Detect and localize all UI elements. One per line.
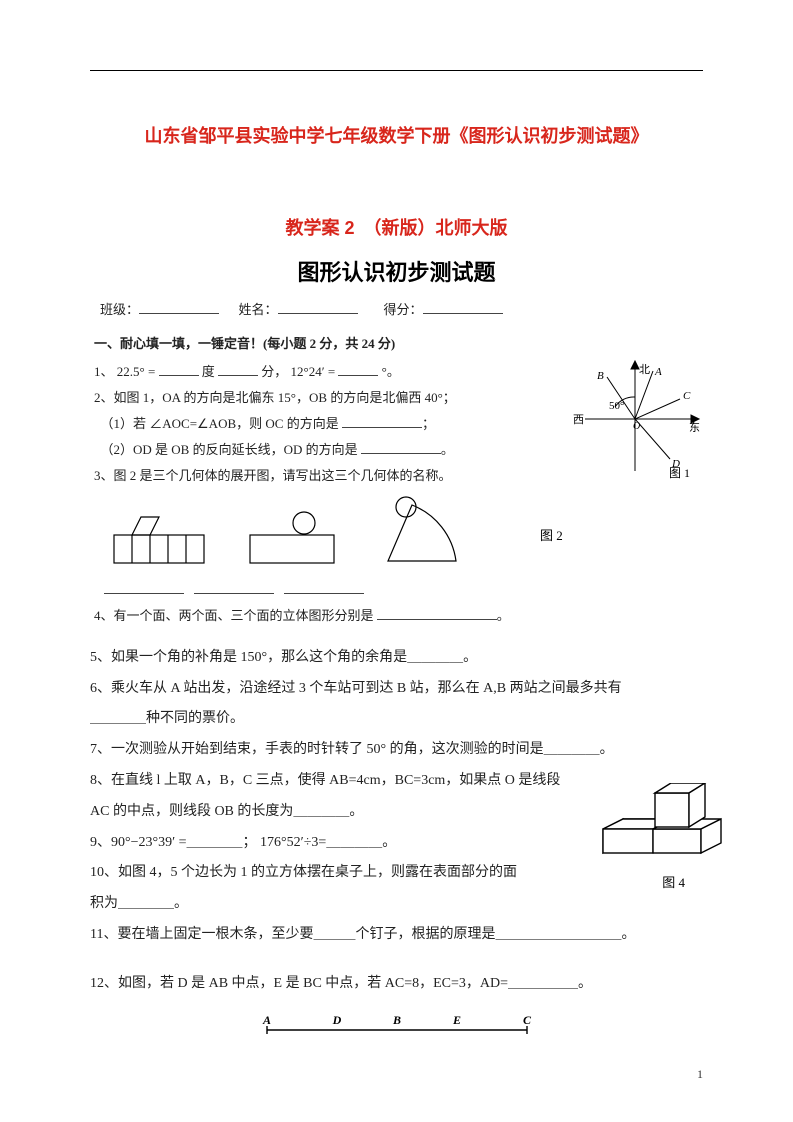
header-rule bbox=[90, 70, 703, 71]
scanned-question-block: 班级： 姓名： 得分： 一、耐心填一填，一锤定音！(每小题 2 分，共 24 分… bbox=[90, 293, 703, 635]
doc-title-line2: 教学案 2 （新版）北师大版 bbox=[90, 212, 703, 244]
score-label: 得分： bbox=[384, 302, 423, 317]
compass-O: O bbox=[633, 421, 640, 432]
q6b: ＿＿＿＿种不同的票价。 bbox=[90, 704, 703, 735]
q2-sub1-blank bbox=[342, 414, 422, 428]
name-blank bbox=[278, 300, 358, 314]
q1-blank3 bbox=[338, 362, 378, 376]
pt-B: B bbox=[391, 1013, 400, 1027]
pt-D: D bbox=[331, 1013, 341, 1027]
q4-text: 4、有一个面、两个面、三个面的立体图形分别是 bbox=[94, 608, 374, 623]
name-label: 姓名： bbox=[239, 302, 278, 317]
q1-b: 度 bbox=[202, 364, 215, 379]
q11: 11、要在墙上固定一根木条，至少要＿＿＿个钉子，根据的原理是＿＿＿＿＿＿＿＿＿。 bbox=[90, 920, 703, 951]
q1-d: °。 bbox=[382, 364, 400, 379]
q1-blank2 bbox=[218, 362, 258, 376]
q4: 4、有一个面、两个面、三个面的立体图形分别是 。 bbox=[94, 603, 699, 629]
q6a: 6、乘火车从 A 站出发，沿途经过 3 个车站可到达 B 站，那么在 A,B 两… bbox=[90, 674, 703, 705]
net-fig-3 bbox=[368, 495, 478, 575]
fig2-label: 图 2 bbox=[540, 525, 563, 544]
compass-east: 东 bbox=[689, 421, 700, 434]
q1-blank1 bbox=[159, 362, 199, 376]
compass-west: 西 bbox=[573, 414, 584, 426]
cubes-figure bbox=[593, 783, 723, 875]
compass-figure: 北 东 西 A B C D O 50° 图 1 bbox=[565, 359, 705, 479]
q4-blank bbox=[377, 606, 497, 620]
net-fig-1 bbox=[104, 505, 214, 575]
doc-subtitle: 图形认识初步测试题 bbox=[90, 255, 703, 287]
compass-A: A bbox=[654, 366, 662, 378]
compass-angle: 50° bbox=[609, 400, 624, 412]
number-line-figure: A D B E C bbox=[90, 1010, 703, 1045]
class-label: 班级： bbox=[100, 302, 139, 317]
net-blanks bbox=[104, 577, 699, 603]
q10a: 10、如图 4，5 个边长为 1 的立方体摆在桌子上，则露在表面部分的面 bbox=[90, 858, 550, 889]
student-info-row: 班级： 姓名： 得分： bbox=[100, 297, 699, 323]
q12: 12、如图，若 D 是 AB 中点，E 是 BC 中点，若 AC=8，EC=3，… bbox=[90, 969, 703, 1000]
section-1-heading: 一、耐心填一填，一锤定音！(每小题 2 分，共 24 分) bbox=[94, 331, 699, 357]
net-figures-row: 图 2 bbox=[104, 495, 699, 575]
fig1-label: 图 1 bbox=[669, 466, 690, 479]
q1-c: 分， 12°24′ = bbox=[261, 364, 335, 379]
q2-sub1-text: （1）若 ∠AOC=∠AOB，则 OC 的方向是 bbox=[101, 416, 339, 431]
q5: 5、如果一个角的补角是 150°，那么这个角的余角是＿＿＿＿。 bbox=[90, 643, 703, 674]
fig4-label: 图 4 bbox=[662, 872, 685, 891]
q7: 7、一次测验从开始到结束，手表的时针转了 50° 的角，这次测验的时间是＿＿＿＿… bbox=[90, 735, 703, 766]
q2-sub2-blank bbox=[361, 440, 441, 454]
page-number: 1 bbox=[697, 1067, 703, 1082]
q10b: 积为＿＿＿＿。 bbox=[90, 889, 703, 920]
pt-A: A bbox=[261, 1013, 270, 1027]
compass-north: 北 bbox=[639, 363, 650, 376]
net-fig-2 bbox=[236, 505, 346, 575]
pt-C: C bbox=[522, 1013, 531, 1027]
compass-B: B bbox=[597, 370, 604, 382]
pt-E: E bbox=[451, 1013, 460, 1027]
doc-title-line1: 山东省邹平县实验中学七年级数学下册《图形认识初步测试题》 bbox=[90, 120, 703, 152]
score-blank bbox=[423, 300, 503, 314]
q1-a: 1、 22.5° = bbox=[94, 364, 155, 379]
q2-sub2-text: （2）OD 是 OB 的反向延长线，OD 的方向是 bbox=[101, 442, 358, 457]
compass-C: C bbox=[683, 390, 691, 402]
class-blank bbox=[139, 300, 219, 314]
